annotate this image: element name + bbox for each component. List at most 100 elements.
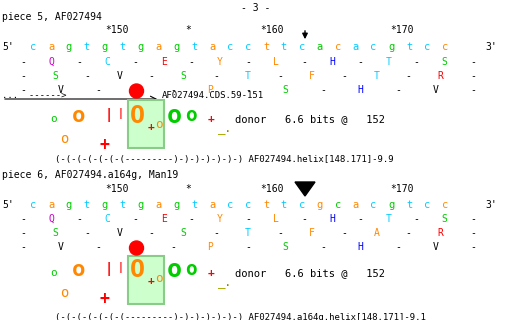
Text: a: a bbox=[209, 200, 216, 210]
Text: T: T bbox=[386, 214, 391, 224]
Text: A: A bbox=[374, 228, 380, 238]
Text: -: - bbox=[341, 71, 347, 81]
Text: H: H bbox=[358, 242, 363, 252]
Text: c: c bbox=[227, 42, 234, 52]
Text: o: o bbox=[185, 260, 197, 279]
Text: a: a bbox=[353, 200, 359, 210]
Text: t: t bbox=[84, 200, 90, 210]
Text: T: T bbox=[374, 71, 380, 81]
Text: a: a bbox=[48, 42, 54, 52]
Text: -: - bbox=[95, 85, 101, 95]
Text: t: t bbox=[263, 200, 269, 210]
Text: -: - bbox=[20, 85, 26, 95]
Text: o: o bbox=[50, 114, 57, 124]
Text: R: R bbox=[438, 71, 444, 81]
Text: c: c bbox=[30, 200, 36, 210]
Text: .: . bbox=[224, 276, 231, 289]
Text: t: t bbox=[191, 42, 197, 52]
Text: *170: *170 bbox=[390, 25, 413, 35]
Text: *: * bbox=[185, 25, 191, 35]
Text: -: - bbox=[20, 57, 26, 67]
Text: P: P bbox=[207, 242, 214, 252]
Text: S: S bbox=[181, 71, 187, 81]
Text: .: . bbox=[224, 122, 231, 135]
Text: o: o bbox=[167, 258, 182, 282]
Text: -: - bbox=[213, 228, 219, 238]
Text: -: - bbox=[84, 71, 90, 81]
Text: -: - bbox=[20, 242, 26, 252]
Text: g: g bbox=[102, 200, 108, 210]
Text: a: a bbox=[317, 42, 323, 52]
Circle shape bbox=[129, 241, 144, 255]
Text: -: - bbox=[84, 228, 90, 238]
Text: g: g bbox=[173, 200, 179, 210]
Text: -: - bbox=[395, 242, 401, 252]
Text: +: + bbox=[148, 122, 155, 132]
Text: o: o bbox=[60, 286, 68, 300]
Text: H: H bbox=[358, 85, 363, 95]
Text: -: - bbox=[132, 214, 138, 224]
Text: -: - bbox=[414, 57, 420, 67]
Text: E: E bbox=[160, 57, 167, 67]
Text: a: a bbox=[209, 42, 216, 52]
Text: -: - bbox=[301, 214, 307, 224]
Text: +: + bbox=[208, 268, 215, 278]
Text: -: - bbox=[470, 57, 476, 67]
Text: -: - bbox=[470, 228, 476, 238]
Text: Y: Y bbox=[217, 57, 223, 67]
Text: -: - bbox=[301, 57, 307, 67]
Text: _: _ bbox=[218, 276, 225, 289]
Text: -: - bbox=[149, 71, 154, 81]
Text: -: - bbox=[358, 57, 363, 67]
Text: o: o bbox=[155, 272, 162, 285]
Text: t: t bbox=[84, 42, 90, 52]
Text: donor   6.6 bits @   152: donor 6.6 bits @ 152 bbox=[235, 268, 385, 278]
Text: -: - bbox=[245, 85, 251, 95]
Text: *160: *160 bbox=[260, 25, 284, 35]
Text: S: S bbox=[442, 214, 448, 224]
Text: T: T bbox=[245, 228, 251, 238]
Text: g: g bbox=[317, 200, 323, 210]
Text: -: - bbox=[470, 214, 476, 224]
Text: -: - bbox=[358, 214, 363, 224]
Text: -: - bbox=[320, 85, 326, 95]
Text: H: H bbox=[330, 57, 335, 67]
Text: |: | bbox=[105, 108, 113, 122]
Circle shape bbox=[129, 84, 144, 98]
Text: |: | bbox=[118, 262, 124, 273]
Text: -: - bbox=[245, 57, 251, 67]
Text: -: - bbox=[470, 71, 476, 81]
Text: -: - bbox=[406, 71, 411, 81]
Text: O: O bbox=[130, 258, 145, 282]
Text: g: g bbox=[173, 42, 179, 52]
Text: c: c bbox=[442, 42, 448, 52]
Text: *: * bbox=[185, 184, 191, 194]
Text: Y: Y bbox=[217, 214, 223, 224]
Text: E: E bbox=[160, 214, 167, 224]
Text: c: c bbox=[424, 42, 430, 52]
Text: c: c bbox=[370, 42, 377, 52]
Text: piece 6, AF027494.a164g, Man19: piece 6, AF027494.a164g, Man19 bbox=[2, 170, 178, 180]
Text: S: S bbox=[181, 228, 187, 238]
Text: +: + bbox=[148, 276, 155, 286]
Text: -: - bbox=[20, 214, 26, 224]
Text: c: c bbox=[299, 200, 305, 210]
Text: F: F bbox=[309, 71, 315, 81]
Text: -: - bbox=[245, 214, 251, 224]
Text: c: c bbox=[299, 42, 305, 52]
Text: Q: Q bbox=[48, 214, 54, 224]
Text: *170: *170 bbox=[390, 184, 413, 194]
Text: -: - bbox=[149, 228, 154, 238]
Polygon shape bbox=[295, 182, 315, 196]
Text: 5': 5' bbox=[2, 42, 14, 52]
Text: c: c bbox=[245, 200, 251, 210]
Text: o: o bbox=[72, 260, 85, 280]
Text: C: C bbox=[104, 57, 110, 67]
Text: (-(-(-(-(-(-(---------)-)-)-)-)-)-) AF027494.a164g.helix[148.171]-9.1: (-(-(-(-(-(-(---------)-)-)-)-)-)-) AF02… bbox=[55, 313, 426, 320]
Text: t: t bbox=[406, 200, 412, 210]
Text: -: - bbox=[95, 242, 101, 252]
Text: t: t bbox=[120, 42, 126, 52]
Text: o: o bbox=[50, 268, 57, 278]
Text: -: - bbox=[470, 85, 476, 95]
Text: V: V bbox=[432, 242, 438, 252]
